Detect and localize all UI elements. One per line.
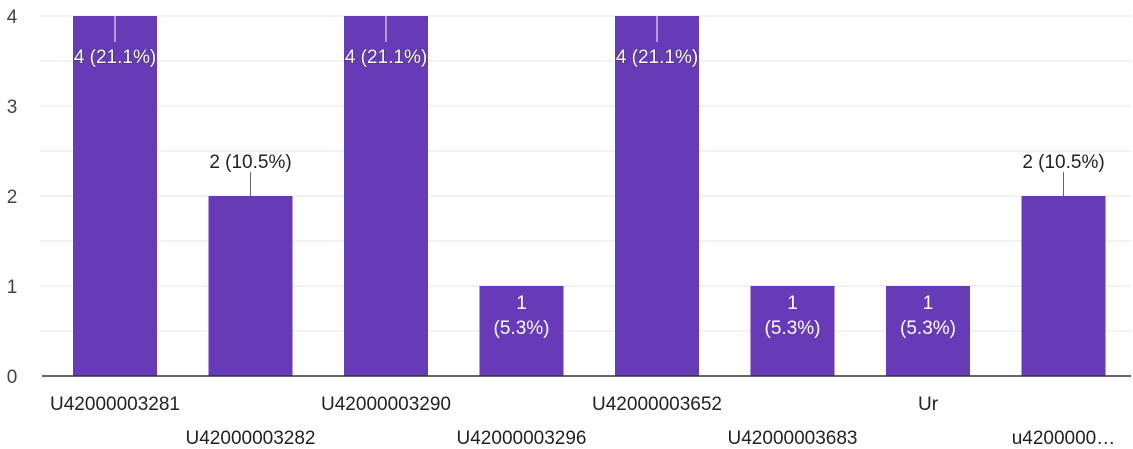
data-label: 1 (5.3%): [765, 293, 821, 339]
bar[interactable]: [479, 286, 564, 376]
bar[interactable]: [208, 196, 293, 376]
x-category-label: U42000003296: [457, 428, 587, 449]
x-category-label: U42000003652: [592, 394, 722, 415]
bar[interactable]: [886, 286, 970, 376]
y-tick-label: 0: [7, 367, 18, 388]
bar[interactable]: [344, 16, 428, 376]
x-category-label: U42000003281: [50, 394, 180, 415]
x-category-label: U42000003282: [186, 428, 316, 449]
x-category-label: U42000003290: [321, 394, 451, 415]
y-tick-label: 2: [7, 187, 18, 208]
gridlines: [40, 15, 1131, 332]
data-label: 4 (21.1%): [74, 47, 156, 68]
data-label: 2 (10.5%): [1022, 152, 1104, 173]
data-label: 4 (21.1%): [616, 47, 698, 68]
x-category-label: U42000003683: [728, 428, 858, 449]
data-label: 2 (10.5%): [209, 152, 291, 173]
bar[interactable]: [750, 286, 835, 376]
y-axis-ticks: 0 1 2 3 4: [7, 7, 18, 388]
y-tick-label: 4: [7, 7, 18, 28]
x-category-label: u4200000…: [1012, 428, 1116, 449]
data-label: 1 (5.3%): [900, 293, 956, 339]
y-tick-label: 1: [7, 277, 18, 298]
bar[interactable]: [73, 16, 157, 376]
bar[interactable]: [615, 16, 699, 376]
x-category-label: Ur: [918, 394, 939, 415]
data-labels: 4 (21.1%) 2 (10.5%) 4 (21.1%) 1 (5.3%) 4 (21.…: [74, 47, 1105, 339]
data-label: 1 (5.3%): [494, 293, 550, 339]
data-label: 4 (21.1%): [345, 47, 427, 68]
bar[interactable]: [1021, 196, 1106, 376]
label-connectors: [114, 16, 1064, 196]
y-tick-label: 3: [7, 97, 18, 118]
bars: [73, 16, 1106, 376]
